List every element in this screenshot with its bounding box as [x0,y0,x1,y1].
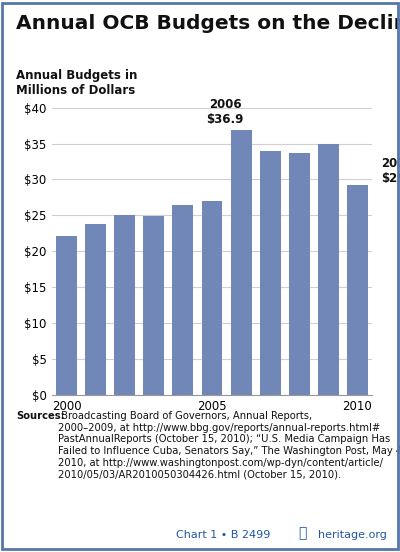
Text: Chart 1 • B 2499: Chart 1 • B 2499 [176,530,270,540]
Bar [114,215,135,395]
Bar [231,130,252,395]
Bar [260,151,281,395]
Bar [56,236,77,395]
Bar [318,144,339,395]
Text: 2006
$36.9: 2006 $36.9 [206,98,244,126]
Bar [143,216,164,395]
Text: ⛮: ⛮ [298,526,306,540]
Text: heritage.org: heritage.org [318,530,387,540]
Text: Broadcasting Board of Governors, Annual Reports,
2000–2009, at http://www.bbg.go: Broadcasting Board of Governors, Annual … [58,411,400,479]
Text: Annual Budgets in
Millions of Dollars: Annual Budgets in Millions of Dollars [16,69,137,97]
Bar [202,201,222,395]
Bar [85,224,106,395]
Text: Annual OCB Budgets on the Decline: Annual OCB Budgets on the Decline [16,14,400,33]
Text: 2010
$29.2: 2010 $29.2 [381,157,400,185]
Text: Sources:: Sources: [16,411,65,421]
Bar [347,185,368,395]
Bar [172,205,193,395]
Bar [289,153,310,395]
